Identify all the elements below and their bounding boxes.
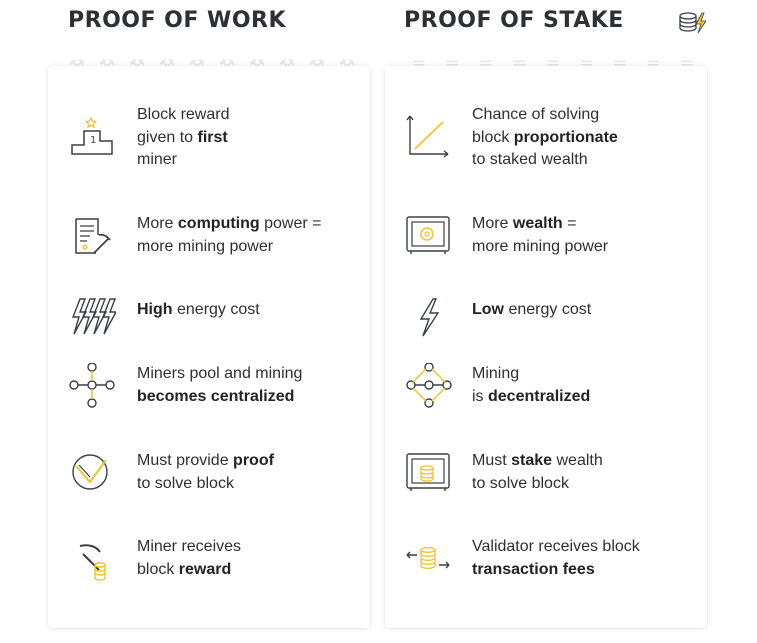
decentralized-network-icon: [405, 363, 453, 411]
lightning-bolts-icon: [68, 295, 116, 343]
proof-of-stake-card: Chance of solving block proportionate to…: [385, 66, 707, 628]
pow-item-text: High energy cost: [137, 301, 260, 318]
checkmark-circle-icon: [68, 450, 116, 498]
pow-item-text: More computing power = more mining power: [137, 215, 322, 255]
pos-item-text: More wealth = more mining power: [472, 215, 609, 255]
pos-item-text: Mining is decentralized: [472, 365, 591, 405]
centralized-network-icon: [68, 363, 116, 411]
pickaxe-coins-icon: [68, 538, 116, 586]
svg-text:1: 1: [90, 135, 96, 146]
pow-item-text: Miner receives block reward: [137, 538, 242, 578]
pos-item-text: Low energy cost: [472, 301, 592, 318]
safe-icon: [405, 213, 453, 261]
coins-exchange-icon: [405, 538, 453, 586]
pos-item-text: Chance of solving block proportionate to…: [472, 106, 618, 168]
pos-item-text: Validator receives block transaction fee…: [472, 538, 640, 578]
pos-item-text: Must stake wealth to solve block: [472, 452, 603, 492]
pow-item-text: Miners pool and mining becomes centraliz…: [137, 365, 303, 405]
safe-coins-icon: [405, 450, 453, 498]
proportional-graph-icon: [405, 114, 453, 162]
podium-first-place-icon: 1: [68, 112, 116, 160]
pow-item-text: Must provide proof to solve block: [137, 452, 274, 492]
coins-lightning-logo-icon: [679, 12, 706, 34]
proof-of-stake-title: PROOF OF STAKE: [404, 8, 624, 33]
document-pickaxe-icon: [68, 213, 116, 261]
proof-of-work-card: 1 Block reward given to first miner More…: [48, 66, 370, 628]
proof-of-work-title: PROOF OF WORK: [68, 8, 287, 33]
lightning-bolt-icon: [405, 295, 453, 343]
pow-item-text: Block reward given to first miner: [137, 106, 230, 168]
